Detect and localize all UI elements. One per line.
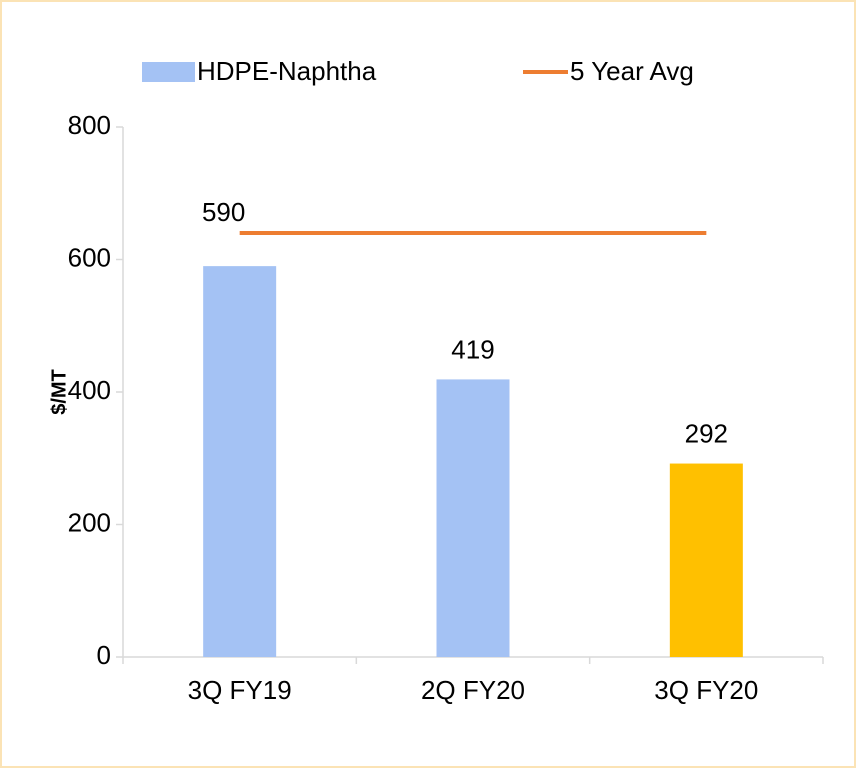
y-axis-label: $/MT [48,369,70,415]
x-tick-label: 3Q FY20 [654,675,758,705]
y-tick-label: 800 [68,110,111,140]
bar [203,266,277,657]
y-tick-label: 600 [68,242,111,272]
x-tick-label: 3Q FY19 [188,675,292,705]
y-tick-label: 400 [68,375,111,405]
y-tick-label: 200 [68,507,111,537]
data-label: 419 [451,334,494,364]
legend-label: HDPE-Naphtha [197,56,377,86]
y-tick-label: 0 [97,640,111,670]
legend-swatch [142,62,195,82]
data-label: 292 [685,418,728,448]
bar [669,463,743,657]
data-label: 590 [202,197,245,227]
x-tick-label: 2Q FY20 [421,675,525,705]
bar [436,379,510,657]
legend-label: 5 Year Avg [570,56,694,86]
